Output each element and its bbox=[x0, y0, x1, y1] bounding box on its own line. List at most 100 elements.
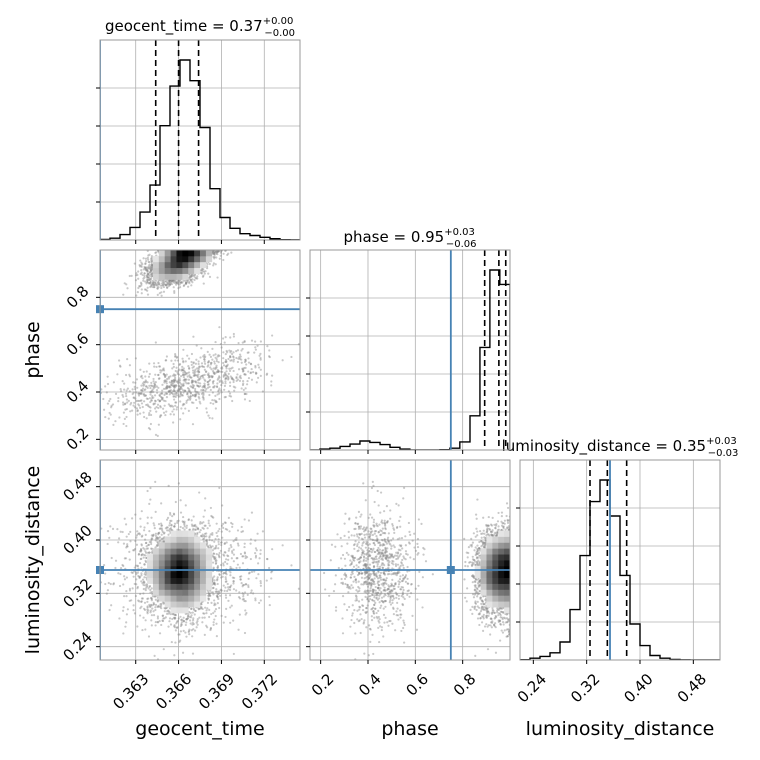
sample-point bbox=[472, 532, 475, 535]
sample-point bbox=[254, 599, 257, 602]
sample-point bbox=[117, 541, 120, 544]
sample-point bbox=[242, 583, 245, 587]
sample-point bbox=[207, 359, 210, 363]
sample-point bbox=[151, 535, 154, 538]
sample-point bbox=[186, 391, 189, 394]
sample-point bbox=[146, 279, 149, 282]
sample-point bbox=[137, 553, 140, 556]
sample-point bbox=[334, 574, 337, 577]
sample-point bbox=[474, 560, 477, 563]
sample-point bbox=[150, 277, 153, 280]
sample-point bbox=[136, 413, 139, 416]
sample-point bbox=[215, 251, 218, 254]
sample-point bbox=[222, 564, 225, 567]
sample-point bbox=[368, 535, 371, 538]
sample-point bbox=[266, 345, 269, 348]
sample-point bbox=[365, 580, 368, 583]
sample-point bbox=[156, 281, 159, 284]
sample-point bbox=[397, 585, 400, 588]
sample-point bbox=[197, 366, 200, 370]
sample-point bbox=[176, 521, 179, 524]
sample-point bbox=[409, 592, 413, 595]
sample-point bbox=[131, 409, 134, 412]
sample-point bbox=[170, 640, 173, 644]
sample-point bbox=[188, 398, 192, 401]
sample-point bbox=[230, 377, 233, 380]
sample-point bbox=[203, 532, 207, 535]
sample-point bbox=[246, 379, 249, 383]
sample-point bbox=[378, 601, 381, 604]
sample-point bbox=[243, 518, 246, 521]
sample-point bbox=[151, 537, 154, 540]
sample-point bbox=[167, 279, 171, 282]
sample-point bbox=[236, 378, 240, 381]
sample-point bbox=[148, 551, 151, 554]
sample-point bbox=[376, 577, 380, 580]
sample-point bbox=[147, 276, 151, 279]
sample-point bbox=[213, 557, 216, 560]
sample-point bbox=[197, 607, 201, 610]
sample-point bbox=[376, 549, 379, 552]
sample-point bbox=[380, 520, 383, 524]
density-cell bbox=[486, 601, 493, 608]
sample-point bbox=[483, 536, 486, 539]
sample-point bbox=[173, 380, 176, 383]
sample-point bbox=[232, 553, 236, 556]
sample-point bbox=[222, 374, 225, 377]
sample-point bbox=[486, 625, 489, 628]
sample-point bbox=[146, 489, 149, 493]
sample-point bbox=[122, 564, 125, 568]
sample-point bbox=[488, 528, 492, 531]
sample-point bbox=[177, 394, 180, 397]
sample-point bbox=[151, 547, 154, 551]
sample-point bbox=[216, 250, 220, 253]
sample-point bbox=[385, 554, 388, 557]
sample-point bbox=[213, 384, 216, 388]
sample-point bbox=[213, 250, 216, 253]
sample-point bbox=[256, 532, 259, 535]
sample-point bbox=[215, 364, 218, 367]
sample-point bbox=[373, 560, 376, 563]
sample-point bbox=[161, 537, 164, 540]
sample-point bbox=[180, 623, 183, 627]
density-cell bbox=[182, 577, 189, 584]
sample-point bbox=[237, 544, 240, 547]
sample-point bbox=[481, 599, 484, 602]
sample-point bbox=[203, 384, 206, 387]
sample-point bbox=[358, 533, 362, 536]
sample-point bbox=[205, 370, 208, 373]
sample-point bbox=[187, 629, 191, 633]
sample-point bbox=[375, 575, 379, 578]
sample-point bbox=[374, 607, 377, 610]
sample-point bbox=[151, 279, 154, 283]
sample-point bbox=[173, 291, 176, 294]
sample-point bbox=[191, 366, 194, 369]
sample-point bbox=[227, 377, 230, 380]
sample-point bbox=[196, 527, 199, 530]
sample-point bbox=[165, 286, 169, 289]
sample-point bbox=[121, 530, 124, 534]
sample-point bbox=[158, 365, 161, 368]
sample-point bbox=[208, 593, 211, 596]
sample-point bbox=[168, 279, 171, 282]
sample-point bbox=[187, 389, 190, 393]
sample-point bbox=[255, 577, 258, 580]
sample-point bbox=[392, 612, 395, 616]
sample-point bbox=[144, 262, 147, 265]
sample-point bbox=[366, 589, 369, 593]
sample-point bbox=[214, 558, 217, 561]
sample-point bbox=[162, 540, 165, 543]
sample-point bbox=[198, 531, 201, 534]
sample-point bbox=[484, 539, 487, 542]
sample-point bbox=[482, 516, 485, 519]
sample-point bbox=[237, 596, 241, 599]
sample-point bbox=[206, 380, 209, 384]
sample-point bbox=[364, 573, 367, 576]
sample-point bbox=[368, 554, 371, 558]
sample-point bbox=[237, 341, 240, 345]
sample-point bbox=[212, 379, 215, 383]
sample-point bbox=[486, 524, 489, 527]
sample-point bbox=[171, 367, 174, 370]
sample-point bbox=[206, 267, 209, 270]
sample-point bbox=[188, 619, 192, 622]
